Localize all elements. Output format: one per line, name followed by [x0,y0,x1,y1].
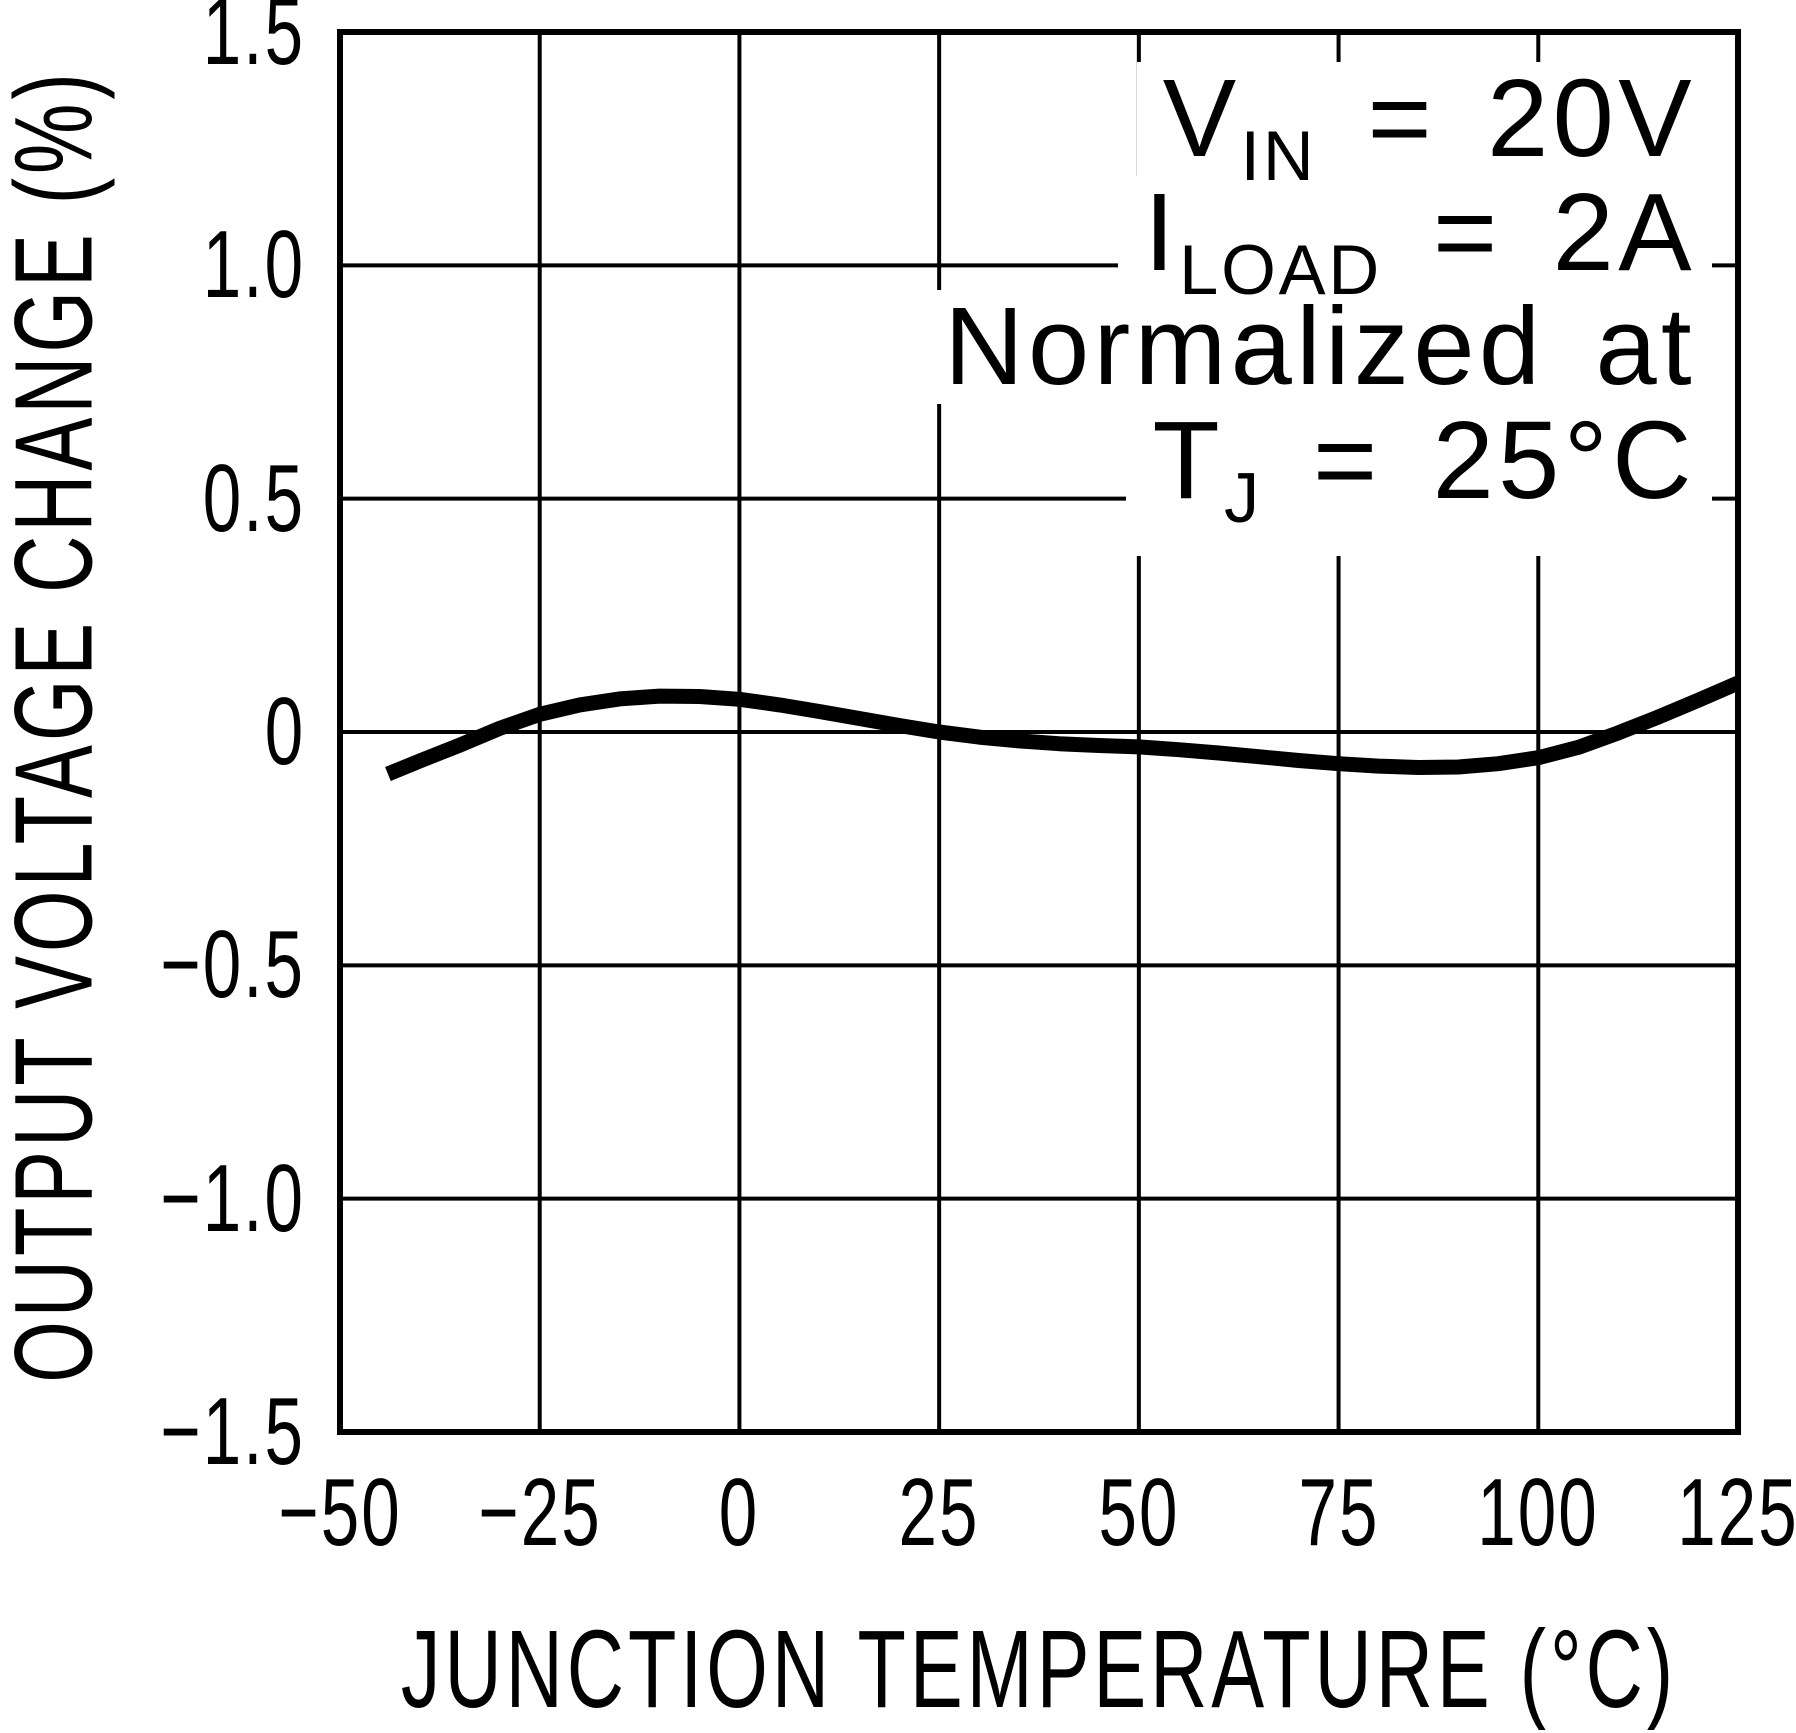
vin-symbol: V [1162,57,1241,180]
y-tick-label: 0.5 [202,444,305,552]
x-axis-title: JUNCTION TEMPERATURE (°C) [400,1608,1678,1731]
y-tick-label: 1.0 [202,211,305,319]
x-tick-label: 0 [719,1459,760,1566]
vin-value: = 20V [1316,57,1696,180]
y-tick-label: 1.5 [202,0,305,85]
iload-value: = 2A [1382,171,1696,294]
iload-symbol: I [1144,171,1180,294]
tj-value: = 25°C [1262,399,1696,522]
normalized-text: Normalized at [944,285,1696,408]
tj-subscript: J [1224,457,1263,537]
x-tick-label: 50 [1098,1459,1180,1566]
annotation-normalized: Normalized at [918,290,1712,404]
iload-subscript: LOAD [1179,229,1383,309]
y-tick-label: 0 [264,678,305,785]
vin-subscript: IN [1240,115,1317,195]
x-tick-label: 125 [1677,1459,1796,1566]
annotation-tj: TJ = 25°C [1126,404,1712,556]
x-tick-label: −25 [477,1459,602,1566]
x-tick-label: 25 [898,1459,980,1566]
tj-symbol: T [1152,399,1225,522]
x-tick-label: 75 [1298,1459,1380,1566]
plot-border [337,29,1741,1435]
y-tick-label: −0.5 [160,911,305,1019]
y-axis-title: OUTPUT VOLTAGE CHANGE (%) [0,69,116,1383]
data-curve [385,676,1741,781]
x-tick-label: −50 [278,1459,402,1566]
conditions-annotation: VIN = 20V ILOAD = 2A Normalized at TJ = … [918,62,1712,556]
y-tick-label: −1.5 [160,1378,305,1485]
x-tick-label: 100 [1477,1459,1600,1566]
y-tick-label: −1.0 [160,1144,305,1252]
